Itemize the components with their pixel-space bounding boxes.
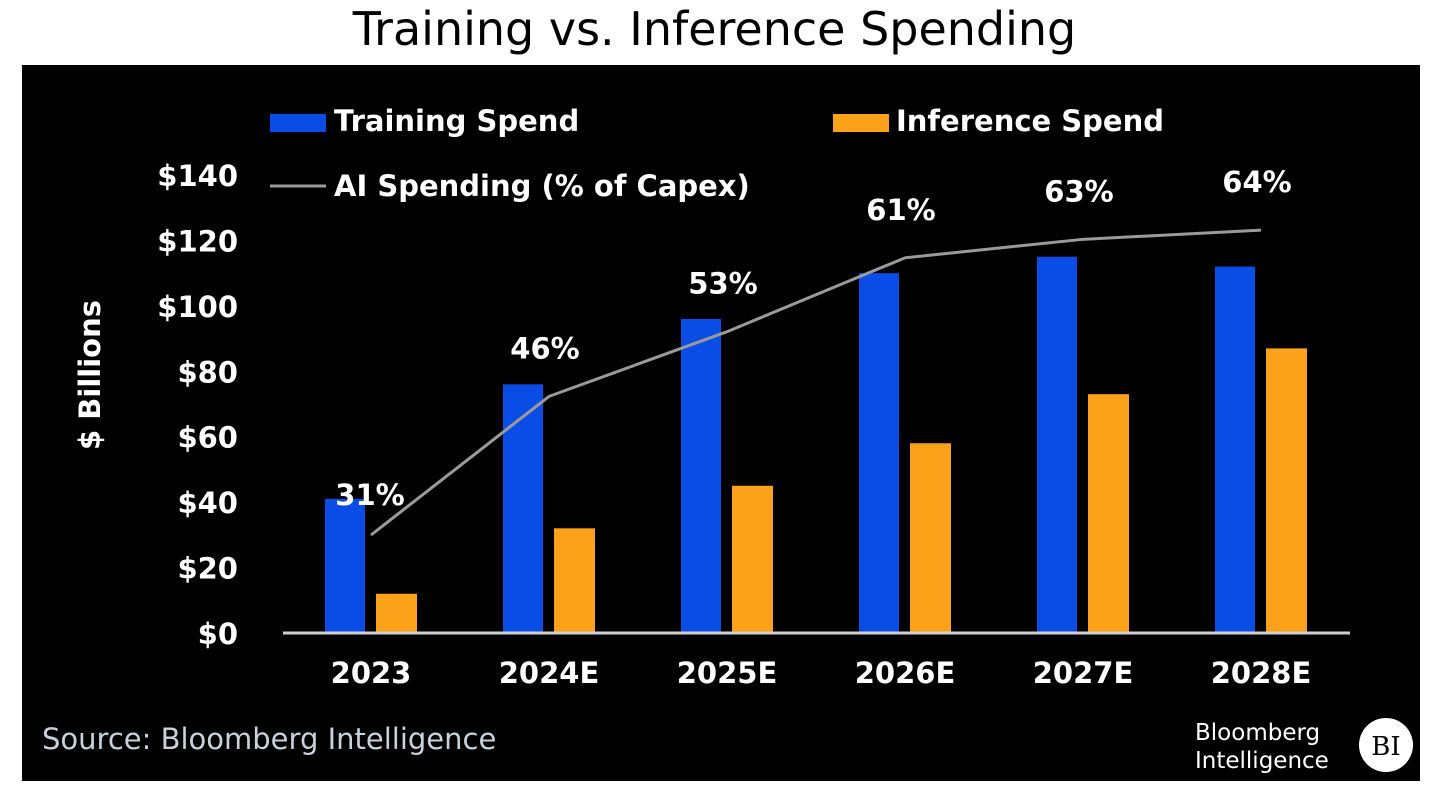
bar-training-2026E — [859, 273, 899, 633]
capex-data-label: 61% — [866, 193, 935, 227]
y-tick-label: $60 — [177, 421, 238, 455]
capex-line — [370, 228, 1262, 537]
x-tick-label: 2024E — [499, 656, 600, 690]
logo-line1: Bloomberg — [1195, 720, 1320, 746]
legend-label-inference: Inference Spend — [896, 104, 1164, 138]
y-tick-label: $120 — [157, 224, 238, 258]
bar-training-2024E — [503, 384, 543, 633]
bar-training-2028E — [1215, 266, 1255, 633]
x-tick-label: 2027E — [1033, 656, 1134, 690]
bar-inference-2025E — [732, 485, 773, 633]
bi-logo-badge — [1359, 718, 1413, 772]
legend-swatch-training — [270, 114, 326, 132]
y-tick-label: $140 — [157, 159, 238, 193]
capex-data-label: 64% — [1222, 165, 1291, 199]
bar-training-2023 — [325, 498, 365, 633]
x-tick-label: 2025E — [677, 656, 778, 690]
x-tick-label: 2028E — [1211, 656, 1312, 690]
x-tick-label: 2023 — [331, 656, 412, 690]
y-tick-label: $80 — [177, 355, 238, 389]
y-tick-label: $40 — [177, 486, 238, 520]
chart-title: Training vs. Inference Spending — [352, 2, 1077, 56]
bi-logo-text: BI — [1371, 732, 1400, 762]
bar-inference-2028E — [1266, 348, 1307, 633]
bar-inference-2027E — [1088, 394, 1129, 633]
y-tick-label: $100 — [157, 290, 238, 324]
bar-training-2025E — [681, 318, 721, 633]
capex-data-label: 63% — [1044, 174, 1113, 208]
y-axis-label: $ Billions — [73, 300, 107, 450]
legend-label-training: Training Spend — [334, 104, 579, 138]
capex-data-label: 53% — [688, 267, 757, 301]
source-note: Source: Bloomberg Intelligence — [42, 722, 496, 756]
bar-inference-2023 — [376, 593, 417, 633]
capex-data-label: 46% — [510, 331, 579, 365]
logo-line2: Intelligence — [1195, 748, 1329, 774]
legend-swatch-inference — [833, 114, 889, 132]
bar-inference-2026E — [910, 443, 951, 633]
bar-training-2027E — [1037, 256, 1077, 633]
y-tick-label: $0 — [198, 617, 238, 651]
y-tick-label: $20 — [177, 552, 238, 586]
bar-inference-2024E — [554, 528, 595, 633]
capex-data-label: 31% — [335, 478, 404, 512]
x-tick-label: 2026E — [855, 656, 956, 690]
legend-label-capex: AI Spending (% of Capex) — [334, 169, 750, 203]
